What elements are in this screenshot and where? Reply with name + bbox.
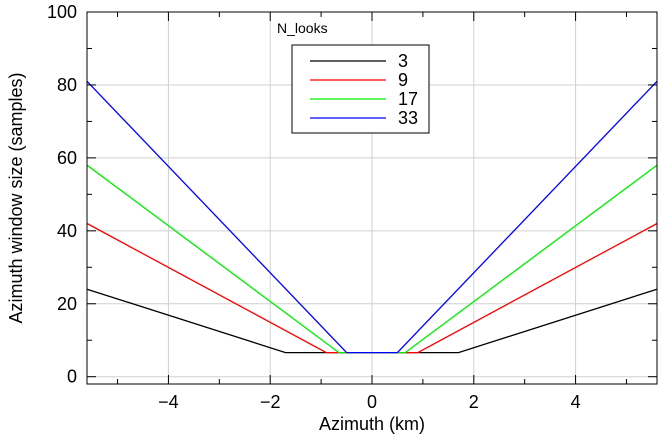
x-tick-label: −2 — [260, 392, 281, 412]
legend-label-17: 17 — [398, 89, 418, 109]
y-tick-label: 60 — [57, 148, 77, 168]
x-tick-label: 4 — [571, 392, 581, 412]
y-tick-label: 40 — [57, 221, 77, 241]
y-tick-label: 20 — [57, 294, 77, 314]
x-tick-label: 0 — [367, 392, 377, 412]
legend-title: N_looks — [277, 20, 328, 36]
x-tick-label: 2 — [469, 392, 479, 412]
series-lines — [86, 80, 658, 354]
legend-label-9: 9 — [398, 70, 408, 90]
series-line-33 — [86, 80, 658, 354]
plot-frame — [86, 11, 658, 385]
y-axis-label: Azimuth window size (samples) — [6, 72, 26, 323]
y-tick-label: 0 — [67, 367, 77, 387]
x-tick-label: −4 — [158, 392, 179, 412]
y-tick-label: 80 — [57, 75, 77, 95]
y-tick-label: 100 — [47, 2, 77, 22]
x-axis-label: Azimuth (km) — [319, 414, 425, 434]
legend-label-3: 3 — [398, 51, 408, 71]
legend-label-33: 33 — [398, 108, 418, 128]
